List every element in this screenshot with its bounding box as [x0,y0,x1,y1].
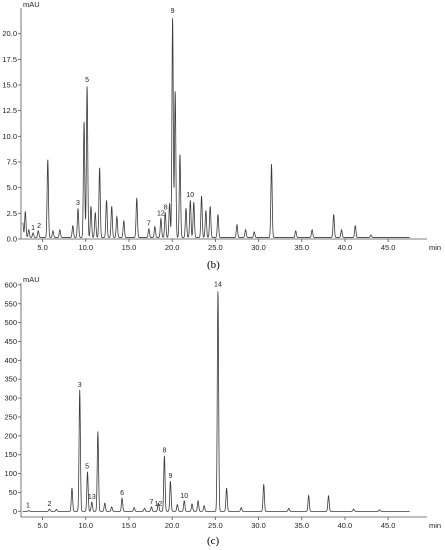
x-axis-label: min [429,243,441,252]
peak-point [175,90,176,91]
y-tick-label: 550 [4,299,17,308]
x-tick-label: 40.0 [338,243,353,252]
x-tick-label: 25.0 [208,521,223,530]
panel-label-c: (c) [207,535,220,547]
chart-panel-c: 0 50 100 150 200 250 300 350 400 450 500 550 600 5.0 1… [4,275,441,530]
peak-annotation: 12 [157,210,165,217]
x-tick-label: 40.0 [338,521,353,530]
peak-annotation: 5 [85,464,89,471]
peak-point [47,158,48,159]
y-axis-label: mAU [23,275,40,284]
x-tick-label: 5.0 [37,521,47,530]
peak-annotation: 10 [180,493,188,500]
peak-annotation: 13 [88,494,96,501]
peak-point [217,289,218,290]
y-tick-label: 0.0 [7,235,17,244]
x-tick-label: 20.0 [165,521,180,530]
peak-annotation: 9 [168,473,172,480]
peak-annotation: 7 [149,499,153,506]
x-tick-label: 15.0 [122,521,137,530]
peak-annotation: 6 [120,490,124,497]
peak-annotation: 12 [154,501,162,508]
y-tick-label: 5.0 [7,183,17,192]
x-tick-label: 10.0 [78,521,93,530]
peak-annotation: 1 [31,225,35,232]
peak-point [99,167,100,168]
peak-annotation: 7 [147,221,151,228]
y-tick-label: 2.5 [7,209,17,218]
y-tick-label: 20.0 [2,29,17,38]
y-tick-label: 100 [4,469,17,478]
y-tick-label: 250 [4,412,17,421]
peak-annotation: 3 [78,382,82,389]
y-tick-label: 600 [4,280,17,289]
y-tick-label: 350 [4,375,17,384]
y-tick-label: 10.0 [2,132,17,141]
peak-point [179,153,180,154]
peak-annotation: 8 [164,204,168,211]
x-tick-label: 35.0 [294,243,309,252]
peak-point [83,120,84,121]
x-tick-label: 10.0 [78,243,93,252]
y-tick-label: 400 [4,356,17,365]
x-tick-label: 15.0 [122,243,137,252]
y-tick-label: 12.5 [2,106,17,115]
x-tick-label: 35.0 [294,521,309,530]
peak-annotation: 2 [48,501,52,508]
peak-annotation: 9 [171,8,175,15]
x-tick-label: 45.0 [381,243,396,252]
peak-annotation: 2 [37,223,41,230]
y-tick-label: 500 [4,318,17,327]
chromatogram-trace [22,18,410,238]
peak-point [86,84,87,85]
x-axis-label: min [429,521,441,530]
chromatogram-trace [22,291,410,512]
peak-annotation: 1 [26,503,30,510]
y-tick-label: 15.0 [2,81,17,90]
peak-annotation: 14 [214,281,222,288]
x-tick-label: 25.0 [208,243,223,252]
y-axis-label: mAU [23,0,40,9]
x-tick-label: 20.0 [165,243,180,252]
y-tick-label: 7.5 [7,158,17,167]
x-tick-label: 5.0 [37,243,47,252]
peak-point [164,455,165,456]
peak-annotation: 10 [186,192,194,199]
peak-annotation: 5 [85,77,89,84]
x-tick-label: 30.0 [251,521,266,530]
y-tick-label: 150 [4,450,17,459]
y-tick-label: 17.5 [2,55,17,64]
chart-panel-b: 0.0 2.5 5.0 7.5 10.0 12.5 15.0 17.5 20.0 5.0 10.0 1… [2,0,441,252]
peak-point [172,16,173,17]
y-tick-label: 50 [9,488,17,497]
y-tick-label: 200 [4,431,17,440]
y-tick-label: 450 [4,337,17,346]
panel-label-b: (b) [207,259,220,271]
peak-annotation: 8 [162,447,166,454]
y-tick-label: 0 [13,507,17,516]
peak-annotation: 3 [76,200,80,207]
x-tick-label: 45.0 [381,521,396,530]
y-tick-label: 300 [4,394,17,403]
x-tick-label: 30.0 [251,243,266,252]
